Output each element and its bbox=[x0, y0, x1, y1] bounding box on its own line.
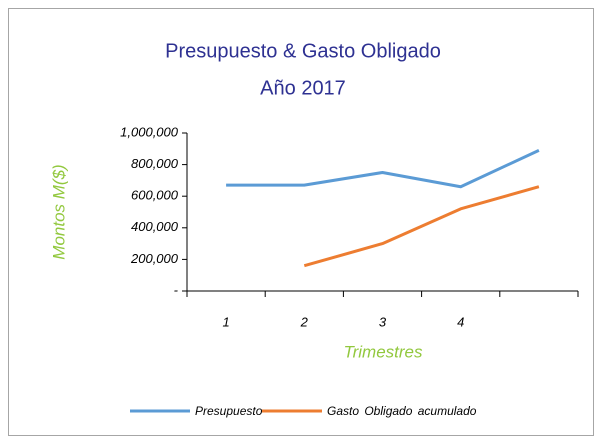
y-tick-label: 600,000 bbox=[131, 188, 179, 203]
legend-label: Gasto Obligado acumulado bbox=[327, 404, 477, 418]
y-tick-label: - bbox=[174, 282, 179, 297]
x-tick-label: 2 bbox=[300, 314, 309, 329]
x-tick-label: 1 bbox=[222, 314, 229, 329]
chart-frame bbox=[8, 8, 594, 436]
y-tick-label: 1,000,000 bbox=[120, 124, 179, 139]
line-series bbox=[226, 149, 540, 189]
x-axis-title: Trimestres bbox=[343, 342, 423, 361]
chart-subtitle: Año 2017 bbox=[260, 77, 346, 99]
y-axis-title: Montos M($) bbox=[49, 164, 68, 259]
y-tick-label: 200,000 bbox=[130, 251, 179, 266]
line-series bbox=[303, 185, 540, 268]
legend-label: Presupuesto bbox=[195, 404, 263, 418]
chart-title: Presupuesto & Gasto Obligado bbox=[165, 40, 441, 62]
x-tick-label: 4 bbox=[457, 314, 464, 329]
y-tick-label: 800,000 bbox=[131, 156, 179, 171]
y-tick-label: 400,000 bbox=[131, 219, 179, 234]
x-tick-label: 3 bbox=[379, 314, 387, 329]
